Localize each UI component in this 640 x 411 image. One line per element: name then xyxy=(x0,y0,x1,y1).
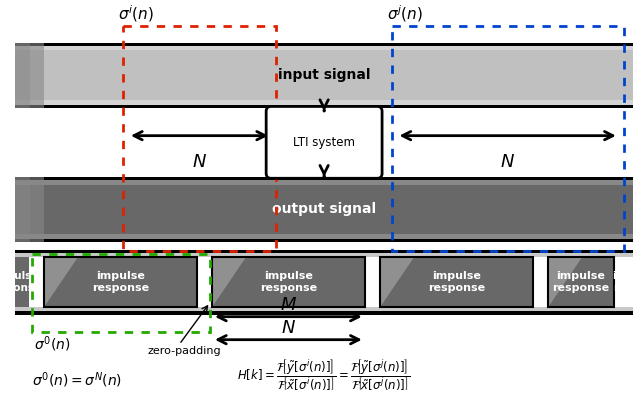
Bar xyxy=(15,43,29,108)
Bar xyxy=(29,257,44,307)
Bar xyxy=(614,257,635,307)
Bar xyxy=(15,43,44,108)
Polygon shape xyxy=(380,257,414,307)
Bar xyxy=(365,257,380,307)
Text: $H[k] = \dfrac{\mathcal{F}\!\left[\tilde{y}[\sigma^i(n)]\right]}{\mathcal{F}\!\l: $H[k] = \dfrac{\mathcal{F}\!\left[\tilde… xyxy=(237,357,411,393)
Text: im…
re…: im… re… xyxy=(612,271,637,293)
Polygon shape xyxy=(44,257,78,307)
Bar xyxy=(196,257,212,307)
Text: impulse
response: impulse response xyxy=(260,271,317,293)
Text: $N$: $N$ xyxy=(281,319,296,337)
Bar xyxy=(15,177,633,180)
Text: $M$: $M$ xyxy=(280,296,297,314)
Bar xyxy=(15,177,29,242)
Bar xyxy=(15,239,633,242)
Bar xyxy=(532,257,548,307)
Bar xyxy=(15,177,44,242)
Bar xyxy=(15,43,633,108)
Bar xyxy=(15,105,633,108)
Bar xyxy=(13,249,635,254)
Text: $\sigma^0(n)$: $\sigma^0(n)$ xyxy=(35,335,71,355)
Text: $\sigma^j(n)$: $\sigma^j(n)$ xyxy=(387,3,423,23)
FancyBboxPatch shape xyxy=(266,106,382,178)
Polygon shape xyxy=(548,257,582,307)
Bar xyxy=(124,25,276,251)
Text: $\sigma^0(n) = \sigma^N(n)$: $\sigma^0(n) = \sigma^N(n)$ xyxy=(33,370,123,390)
Text: output signal: output signal xyxy=(272,202,376,217)
Bar xyxy=(548,257,614,307)
Bar xyxy=(13,311,635,315)
Bar xyxy=(380,257,532,307)
Bar xyxy=(15,43,633,46)
Bar xyxy=(33,254,210,332)
Bar xyxy=(15,185,633,234)
Text: impulse
response: impulse response xyxy=(428,271,485,293)
Text: $N$: $N$ xyxy=(192,153,207,171)
Text: zero-padding: zero-padding xyxy=(147,346,221,356)
Bar xyxy=(15,51,633,100)
Text: $N$: $N$ xyxy=(500,153,515,171)
Text: $\sigma^i(n)$: $\sigma^i(n)$ xyxy=(118,3,154,23)
Bar xyxy=(13,257,635,307)
Text: impulse
response: impulse response xyxy=(552,271,610,293)
Text: …ulse
…onse: …ulse …onse xyxy=(3,271,41,293)
Bar xyxy=(212,257,365,307)
Bar xyxy=(392,25,623,251)
Text: LTI system: LTI system xyxy=(293,136,355,149)
Text: impulse
response: impulse response xyxy=(92,271,149,293)
Bar xyxy=(15,177,633,242)
Polygon shape xyxy=(212,257,246,307)
Bar xyxy=(44,257,196,307)
Text: input signal: input signal xyxy=(278,68,371,82)
Bar xyxy=(13,249,635,315)
